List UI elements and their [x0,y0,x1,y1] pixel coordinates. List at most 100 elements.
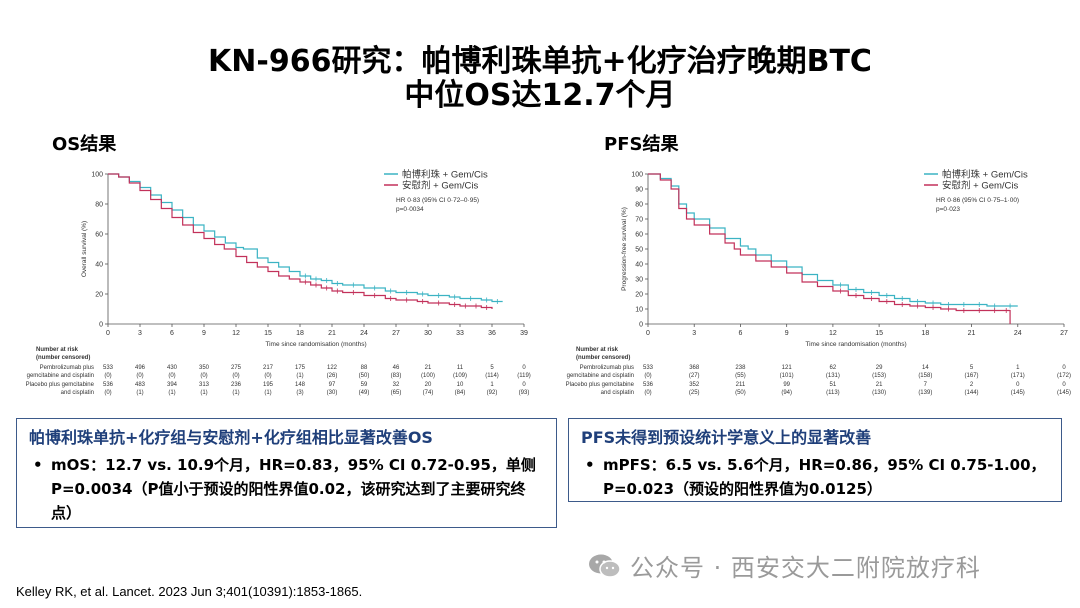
x-tick-label: 39 [520,330,528,337]
risk-value: 59 [361,382,368,388]
risk-value: (84) [455,390,466,396]
risk-value: 97 [329,382,336,388]
risk-value: 1 [1016,365,1020,371]
risk-value: (145) [1057,390,1071,396]
x-tick-label: 24 [1014,330,1022,337]
x-tick-label: 3 [138,330,142,337]
y-tick-label: 90 [635,187,643,194]
risk-value: 175 [295,365,306,371]
watermark-text: 公众号 · 西安交大二附院放疗科 [630,554,981,582]
risk-value: 0 [522,382,526,388]
wechat-icon [589,554,621,578]
risk-value: 46 [393,365,400,371]
x-tick-label: 0 [646,330,650,337]
pfs-summary-item: • mPFS：6.5 vs. 5.6个月，HR=0.86，95% CI 0.75… [581,453,1049,501]
risk-table-header: (number censored) [36,355,90,361]
risk-value: 1 [490,382,494,388]
x-axis-label: Time since randomisation (months) [805,341,906,348]
risk-table-header: Number at risk [36,347,79,353]
x-tick-label: 0 [106,330,110,337]
x-tick-label: 3 [692,330,696,337]
risk-value: (83) [391,373,402,379]
y-tick-label: 20 [95,292,103,299]
y-tick-label: 60 [635,232,643,239]
slide-title-line2: 中位OS达12.7个月 [404,78,676,113]
y-tick-label: 30 [635,277,643,284]
risk-value: (109) [453,373,467,379]
x-tick-label: 21 [968,330,976,337]
risk-value: 352 [689,382,700,388]
placebo-survival-curve [108,173,493,309]
y-axis-label: Overall survival (%) [81,221,88,277]
risk-value: 368 [689,365,700,371]
y-tick-label: 60 [95,232,103,239]
risk-value: (50) [359,373,370,379]
risk-value: (139) [918,390,932,396]
x-tick-label: 36 [488,330,496,337]
risk-value: 2 [970,382,974,388]
risk-table-header: Number at risk [576,347,619,353]
risk-value: 430 [167,365,178,371]
risk-value: (65) [391,390,402,396]
x-tick-label: 18 [296,330,304,337]
risk-value: (0) [644,373,651,379]
y-tick-label: 0 [639,322,643,329]
risk-value: (1) [232,390,239,396]
x-tick-label: 30 [424,330,432,337]
x-tick-label: 18 [921,330,929,337]
x-tick-label: 9 [785,330,789,337]
y-tick-label: 80 [635,202,643,209]
risk-value: (0) [264,373,271,379]
x-tick-label: 33 [456,330,464,337]
risk-value: (113) [826,390,840,396]
risk-value: 236 [231,382,242,388]
risk-value: (100) [421,373,435,379]
slide-title-line1: KN-966研究：帕博利珠单抗+化疗治疗晚期BTC [208,44,872,79]
risk-value: 483 [135,382,146,388]
risk-value: (49) [359,390,370,396]
risk-value: (55) [735,373,746,379]
risk-value: 62 [830,365,837,371]
risk-value: (0) [104,373,111,379]
bullet-dot: • [33,456,43,474]
os-summary-heading: 帕博利珠单抗+化疗组与安慰剂+化疗组相比显著改善OS [29,428,433,447]
risk-value: 195 [263,382,274,388]
risk-value: (3) [296,390,303,396]
x-axis-label: Time since randomisation (months) [265,341,366,348]
y-axis-label: Progression-free survival (%) [621,207,628,291]
x-tick-label: 21 [328,330,336,337]
risk-value: 536 [643,382,654,388]
y-tick-label: 0 [99,322,103,329]
risk-value: 5 [490,365,494,371]
bullet-dot: • [585,456,595,474]
x-tick-label: 9 [202,330,206,337]
y-tick-label: 80 [95,202,103,209]
risk-row-label: gemcitabine and cisplatin [567,373,634,379]
risk-value: 0 [1062,365,1066,371]
os-summary-text: mOS：12.7 vs. 10.9个月，HR=0.83，95% CI 0.72-… [51,456,536,522]
risk-value: 0 [1016,382,1020,388]
risk-value: 32 [393,382,400,388]
risk-value: 14 [922,365,929,371]
risk-value: (130) [872,390,886,396]
x-tick-label: 27 [1060,330,1068,337]
y-tick-label: 20 [635,292,643,299]
risk-value: 51 [830,382,837,388]
risk-value: (0) [644,390,651,396]
risk-value: (27) [689,373,700,379]
watermark: 公众号 · 西安交大二附院放疗科 [588,548,981,583]
risk-value: 88 [361,365,368,371]
risk-value: 10 [457,382,464,388]
risk-value: (114) [485,373,499,379]
risk-value: 5 [970,365,974,371]
risk-value: (101) [780,373,794,379]
x-tick-label: 24 [360,330,368,337]
y-tick-label: 10 [635,307,643,314]
risk-value: (145) [1011,390,1025,396]
y-tick-label: 50 [635,247,643,254]
risk-value: 313 [199,382,210,388]
risk-row-label: and cisplatin [601,390,634,396]
os-summary-item: • mOS：12.7 vs. 10.9个月，HR=0.83，95% CI 0.7… [29,453,544,525]
